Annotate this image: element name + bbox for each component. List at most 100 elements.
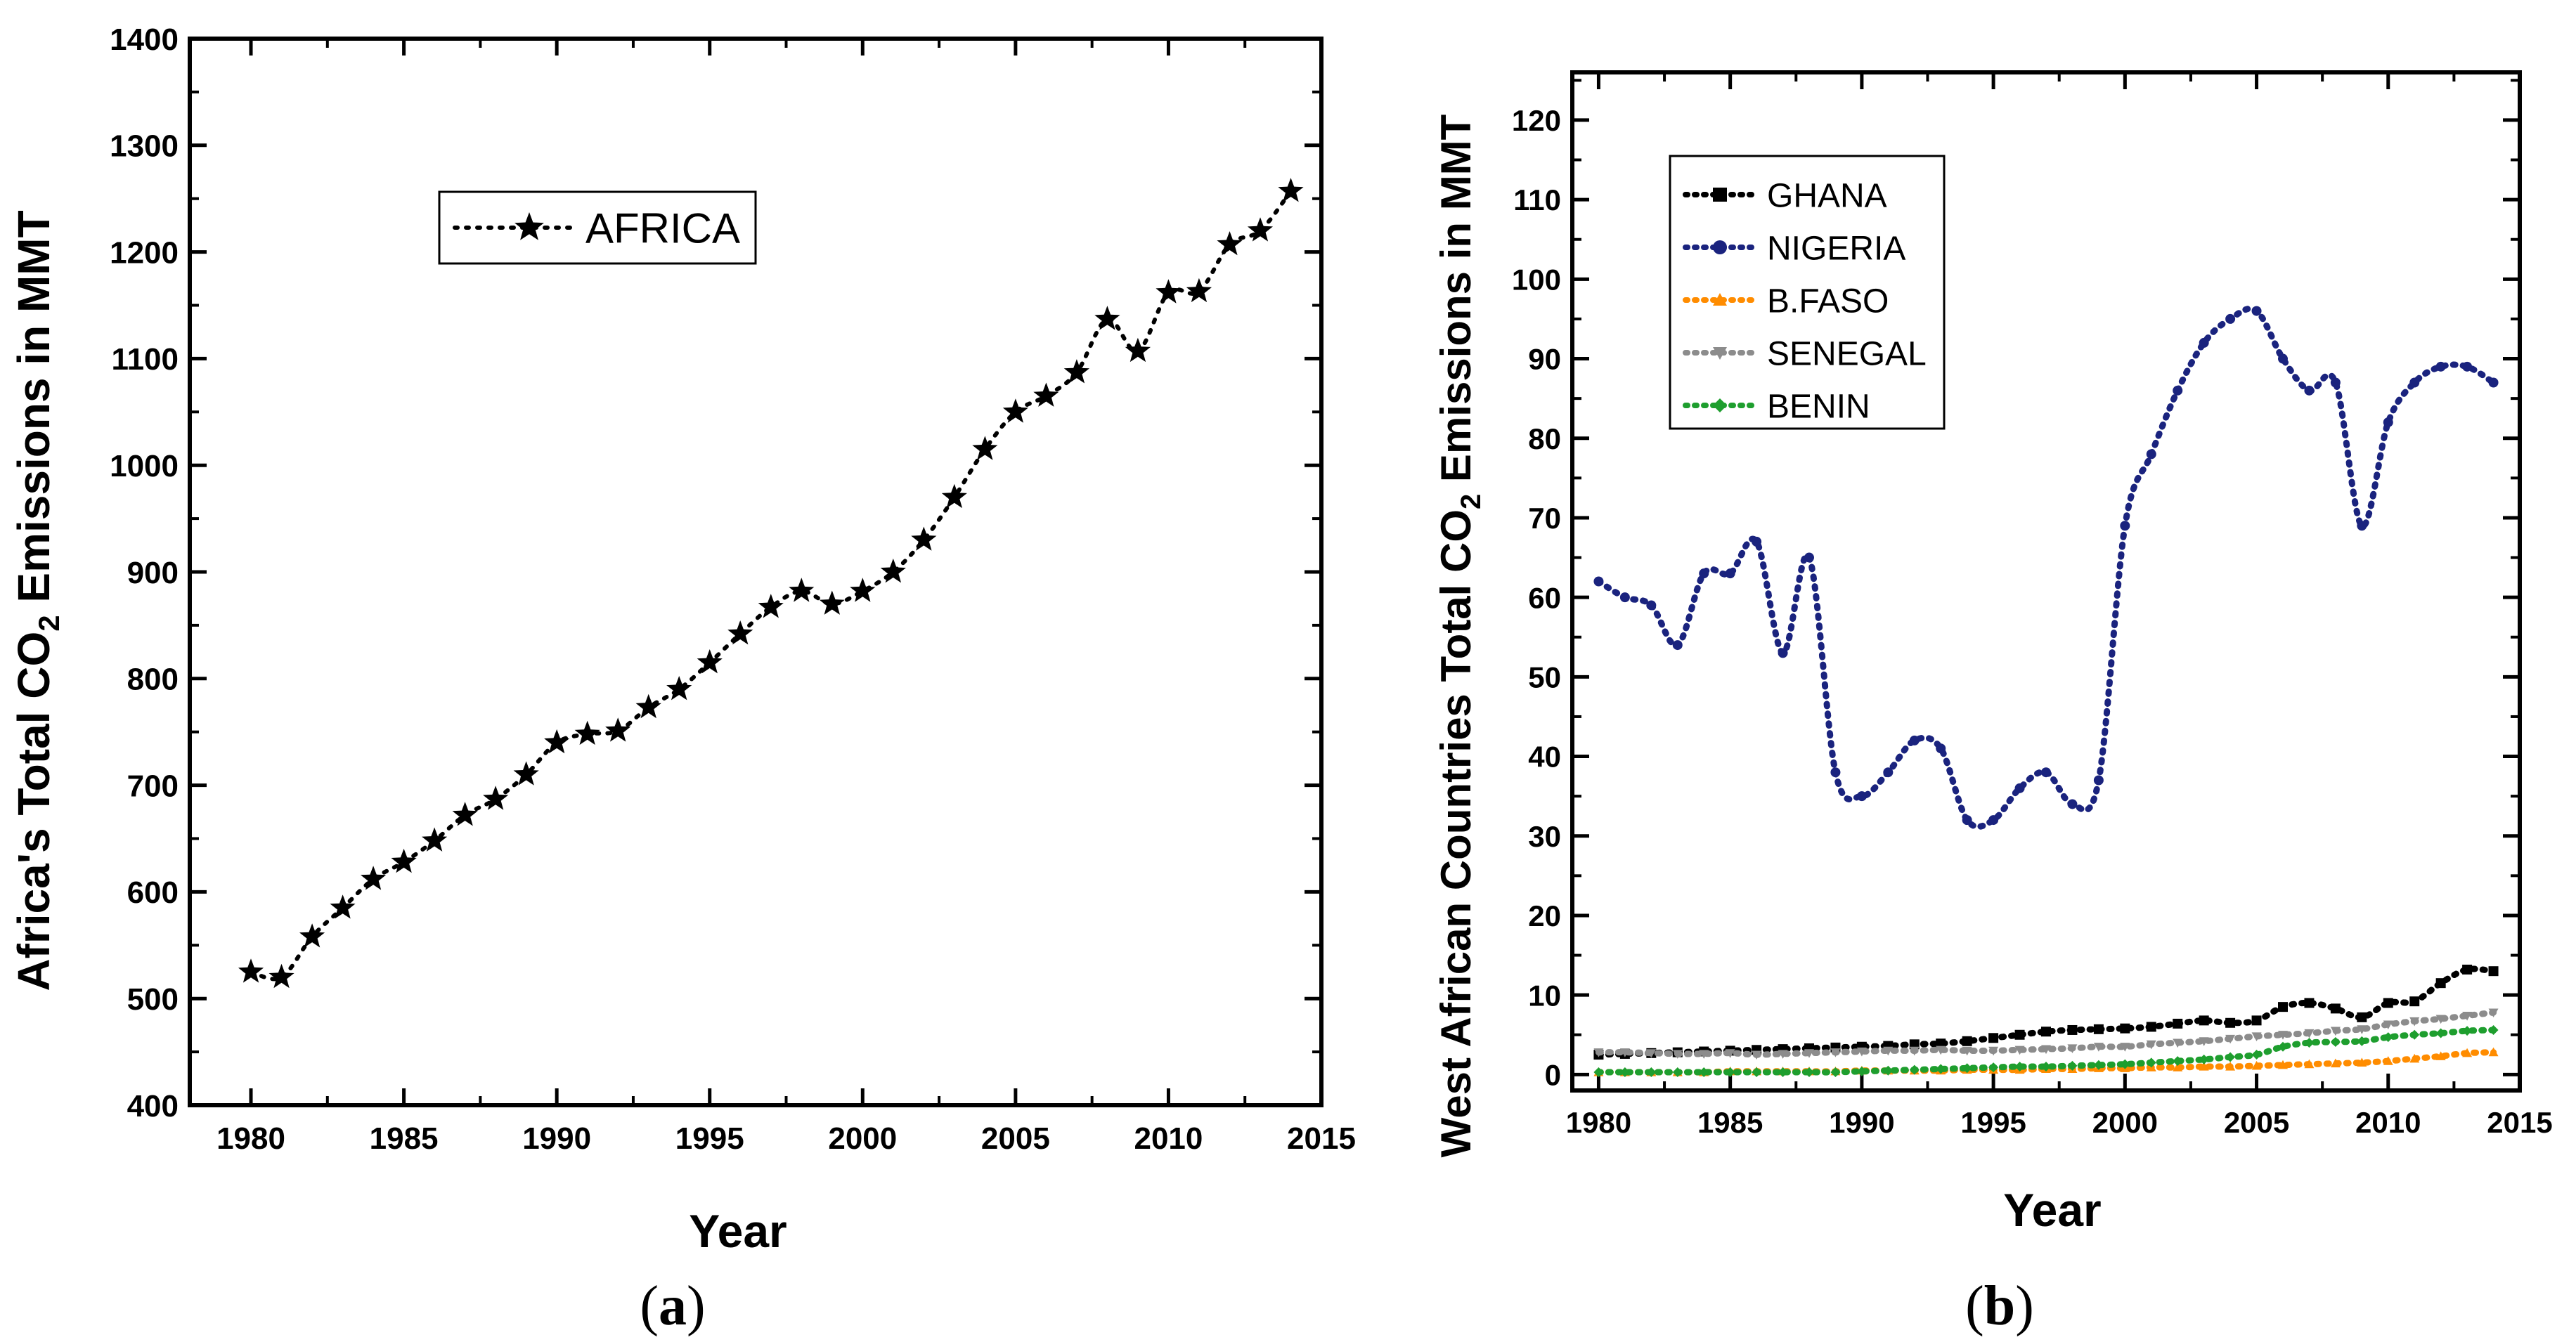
panel-b-data-point-ghana: [2173, 1018, 2183, 1029]
panel-b-y-axis-title-main: West African Countries Total CO: [1432, 509, 1480, 1157]
panel-a-data-point-africa: [574, 720, 600, 745]
panel-b-data-point-b-faso: [2278, 1060, 2288, 1069]
panel-b-data-point-nigeria: [1856, 791, 1867, 802]
panel-b-y-tick-label: 100: [1512, 263, 1561, 296]
panel-b-data-point-ghana: [2304, 998, 2315, 1008]
panel-b-data-point-benin: [2357, 1036, 2367, 1046]
panel-b-series-line-nigeria: [1595, 305, 2497, 830]
panel-b-data-point-senegal: [1699, 1050, 1709, 1059]
panel-b-data-point-b-faso: [2357, 1057, 2367, 1067]
panel-b-data-point-benin: [1699, 1067, 1709, 1077]
panel-b-data-point-nigeria: [2304, 385, 2315, 396]
panel-b-legend-label: B.FASO: [1767, 282, 1889, 320]
panel-b-data-point-senegal: [1804, 1049, 1814, 1058]
panel-b-legend-entry-b-faso: B.FASO: [1683, 282, 1889, 320]
panel-b-legend-entry-senegal: SENEGAL: [1683, 335, 1927, 372]
panel-a-data-point-africa: [697, 649, 723, 674]
panel-b-data-point-benin: [1909, 1064, 1920, 1075]
panel-a-data-point-africa: [1247, 217, 1273, 242]
panel-a-x-tick-label: 2015: [1287, 1121, 1356, 1156]
panel-a-data-point-africa: [789, 578, 815, 602]
panel-b-data-point-senegal: [2251, 1032, 2262, 1042]
panel-b-y-tick-label: 10: [1528, 979, 1561, 1012]
panel-b-data-point-senegal: [1856, 1047, 1867, 1057]
panel-b-y-tick-label: 40: [1528, 741, 1561, 774]
panel-a-y-tick-label: 400: [127, 1089, 179, 1123]
panel-b-data-point-b-faso: [2409, 1053, 2420, 1063]
panel-a-x-tick-label: 1990: [522, 1121, 591, 1156]
panel-b-data-point-nigeria: [1672, 640, 1683, 651]
panel-a-caption-letter: a: [659, 1275, 687, 1337]
panel-b-data-point-ghana: [2330, 1003, 2341, 1014]
panel-b-data-point-benin: [1778, 1067, 1788, 1077]
panel-b-data-point-ghana: [2225, 1017, 2236, 1028]
panel-a-y-axis-title-subscript: 2: [32, 615, 65, 631]
panel-b-data-point-senegal: [2173, 1038, 2183, 1048]
panel-b-data-point-senegal: [2304, 1029, 2315, 1038]
panel-b-data-point-nigeria: [2067, 799, 2078, 809]
panel-b-data-point-b-faso: [2304, 1059, 2315, 1069]
panel-b-legend-label: NIGERIA: [1767, 230, 1905, 267]
panel-b-data-point-benin: [2278, 1041, 2288, 1052]
panel-b-data-point-ghana: [2383, 998, 2393, 1008]
panel-b-data-point-nigeria: [2014, 783, 2025, 793]
panel-a-x-tick-label: 1980: [216, 1121, 285, 1156]
panel-b-data-point-benin: [2488, 1024, 2499, 1035]
panel-a-y-axis-title-main: Africa's Total CO: [8, 632, 59, 991]
panel-b-data-point-benin: [1593, 1067, 1604, 1077]
panel-b-data-point-nigeria: [2357, 521, 2367, 531]
panel-b-data-point-benin: [2173, 1056, 2183, 1067]
panel-b-data-point-nigeria: [1804, 552, 1814, 563]
panel-b-data-point-nigeria: [2409, 377, 2420, 388]
panel-a-y-axis-title-tail: Emissions in MMT: [8, 210, 59, 615]
panel-b-data-point-benin: [2251, 1050, 2262, 1060]
panel-a-data-point-africa: [941, 483, 967, 509]
panel-b-data-point-benin: [2330, 1036, 2341, 1047]
panel-a-data-point-africa: [361, 866, 387, 890]
panel-b-data-point-nigeria: [2383, 417, 2393, 428]
panel-b-legend-swatch-marker: [1713, 293, 1727, 306]
panel-b-data-point-nigeria: [1646, 600, 1657, 611]
panel-b-y-axis-title-tail: Emissions in MMT: [1432, 115, 1480, 494]
panel-b-data-point-ghana: [2041, 1027, 2051, 1037]
panel-b-data-point-senegal: [2409, 1017, 2420, 1027]
panel-a-data-point-africa: [299, 923, 325, 948]
panel-b-data-point-ghana: [2488, 966, 2499, 977]
panel-b-data-point-benin: [1988, 1062, 1999, 1073]
panel-b-data-point-nigeria: [2435, 361, 2446, 372]
panel-b-data-point-benin: [1856, 1066, 1867, 1076]
panel-a-y-tick-label: 1300: [110, 129, 179, 164]
panel-b-data-point-b-faso: [2383, 1056, 2393, 1065]
panel-b-data-point-benin: [2067, 1060, 2078, 1071]
panel-a-data-point-africa: [268, 963, 295, 989]
panel-b-x-tick-label: 1995: [1960, 1106, 2026, 1139]
panel-b-y-tick-label: 80: [1528, 422, 1561, 455]
panel-b-data-point-ghana: [2199, 1015, 2209, 1026]
panel-a-data-point-africa: [1278, 178, 1304, 202]
panel-b-axes: 0 10 20 30 40 50 60 70 80 90 100 110 120 1980 1985 1990…: [1512, 70, 2553, 1139]
panel-b-data-point-nigeria: [1962, 815, 1972, 826]
panel-a-series: [238, 178, 1304, 989]
panel-b-x-tick-label: 1980: [1566, 1106, 1631, 1139]
panel-b-data-point-benin: [2146, 1057, 2156, 1068]
panel-b-legend-swatch-marker: [1713, 240, 1727, 254]
panel-b-data-point-ghana: [1988, 1033, 1999, 1043]
panel-b-series: [1593, 305, 2499, 1077]
panel-b-data-point-benin: [2120, 1059, 2130, 1069]
panel-b-y-tick-label: 90: [1528, 343, 1561, 376]
panel-a-y-tick-label: 800: [127, 663, 179, 697]
panel-b-data-point-nigeria: [2488, 377, 2499, 388]
panel-a-y-tick-label: 600: [127, 875, 179, 910]
panel-a-data-point-africa: [1217, 231, 1243, 256]
panel-a-y-tick-label: 1100: [112, 342, 179, 377]
panel-b-x-tick-label: 1990: [1829, 1106, 1894, 1139]
panel-a-y-tick-label: 1200: [110, 235, 179, 270]
panel-b-data-point-ghana: [2014, 1029, 2025, 1040]
panel-b-data-point-benin: [2199, 1054, 2209, 1064]
panel-b-data-point-nigeria: [1752, 536, 1762, 547]
panel-b-x-tick-label: 2005: [2224, 1106, 2289, 1139]
panel-a-axes: 400 500 600 700 800 900 1000 1100 1200 1300 1400 19…: [110, 22, 1356, 1156]
panel-a-data-point-africa: [1002, 398, 1028, 423]
panel-a-y-tick-label: 700: [127, 769, 179, 803]
panel-b-x-tick-label: 2010: [2355, 1106, 2421, 1139]
